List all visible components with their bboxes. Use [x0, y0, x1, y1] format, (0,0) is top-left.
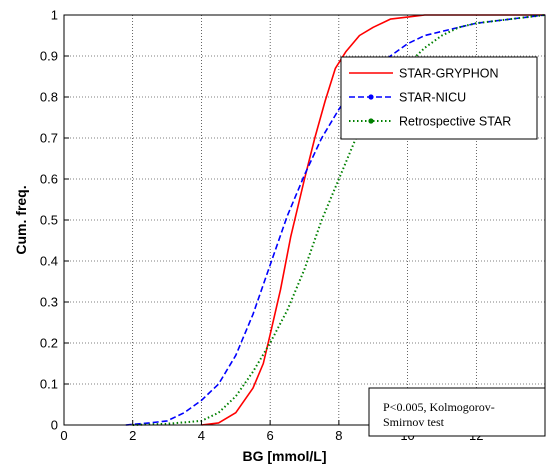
y-tick-label: 1 — [51, 8, 58, 23]
y-axis-label: Cum. freq. — [13, 185, 29, 254]
y-tick-label: 0.6 — [40, 172, 58, 187]
y-tick-label: 0.5 — [40, 213, 58, 228]
y-tick-label: 0.9 — [40, 49, 58, 64]
series-layer — [125, 14, 546, 426]
y-tick-label: 0.8 — [40, 90, 58, 105]
series-line-1 — [201, 14, 545, 426]
y-tick-label: 0.2 — [40, 336, 58, 351]
x-tick-label: 0 — [60, 428, 67, 443]
legend-label-1: STAR-GRYPHON — [399, 67, 499, 81]
y-tick-label: 0.1 — [40, 377, 58, 392]
series-line-3 — [132, 14, 546, 426]
y-tick-label: 0 — [51, 418, 58, 433]
legend-marker-3 — [368, 118, 374, 124]
x-tick-label: 8 — [335, 428, 342, 443]
annotation-line-2: Smirnov test — [383, 415, 445, 429]
legend-box — [340, 56, 538, 140]
y-tick-label: 0.3 — [40, 295, 58, 310]
x-tick-label: 6 — [267, 428, 274, 443]
legend-label-2: STAR-NICU — [399, 91, 466, 105]
x-tick-label: 2 — [129, 428, 136, 443]
y-tick-label: 0.4 — [40, 254, 58, 269]
annotation-frame — [368, 387, 546, 437]
legend-marker-2 — [368, 94, 374, 100]
annotation-line-1: P<0.005, Kolmogorov- — [383, 400, 495, 414]
y-tick-label: 0.7 — [40, 131, 58, 146]
annotation-box: P<0.005, Kolmogorov-Smirnov test — [368, 387, 546, 437]
x-axis-label: BG [mmol/L] — [243, 448, 327, 464]
x-tick-label: 4 — [198, 428, 205, 443]
legend-label-3: Retrospective STAR — [399, 115, 511, 129]
legend: STAR-GRYPHON STAR-NICU Retrospective STAR — [340, 56, 538, 140]
series-line-2 — [125, 14, 546, 426]
